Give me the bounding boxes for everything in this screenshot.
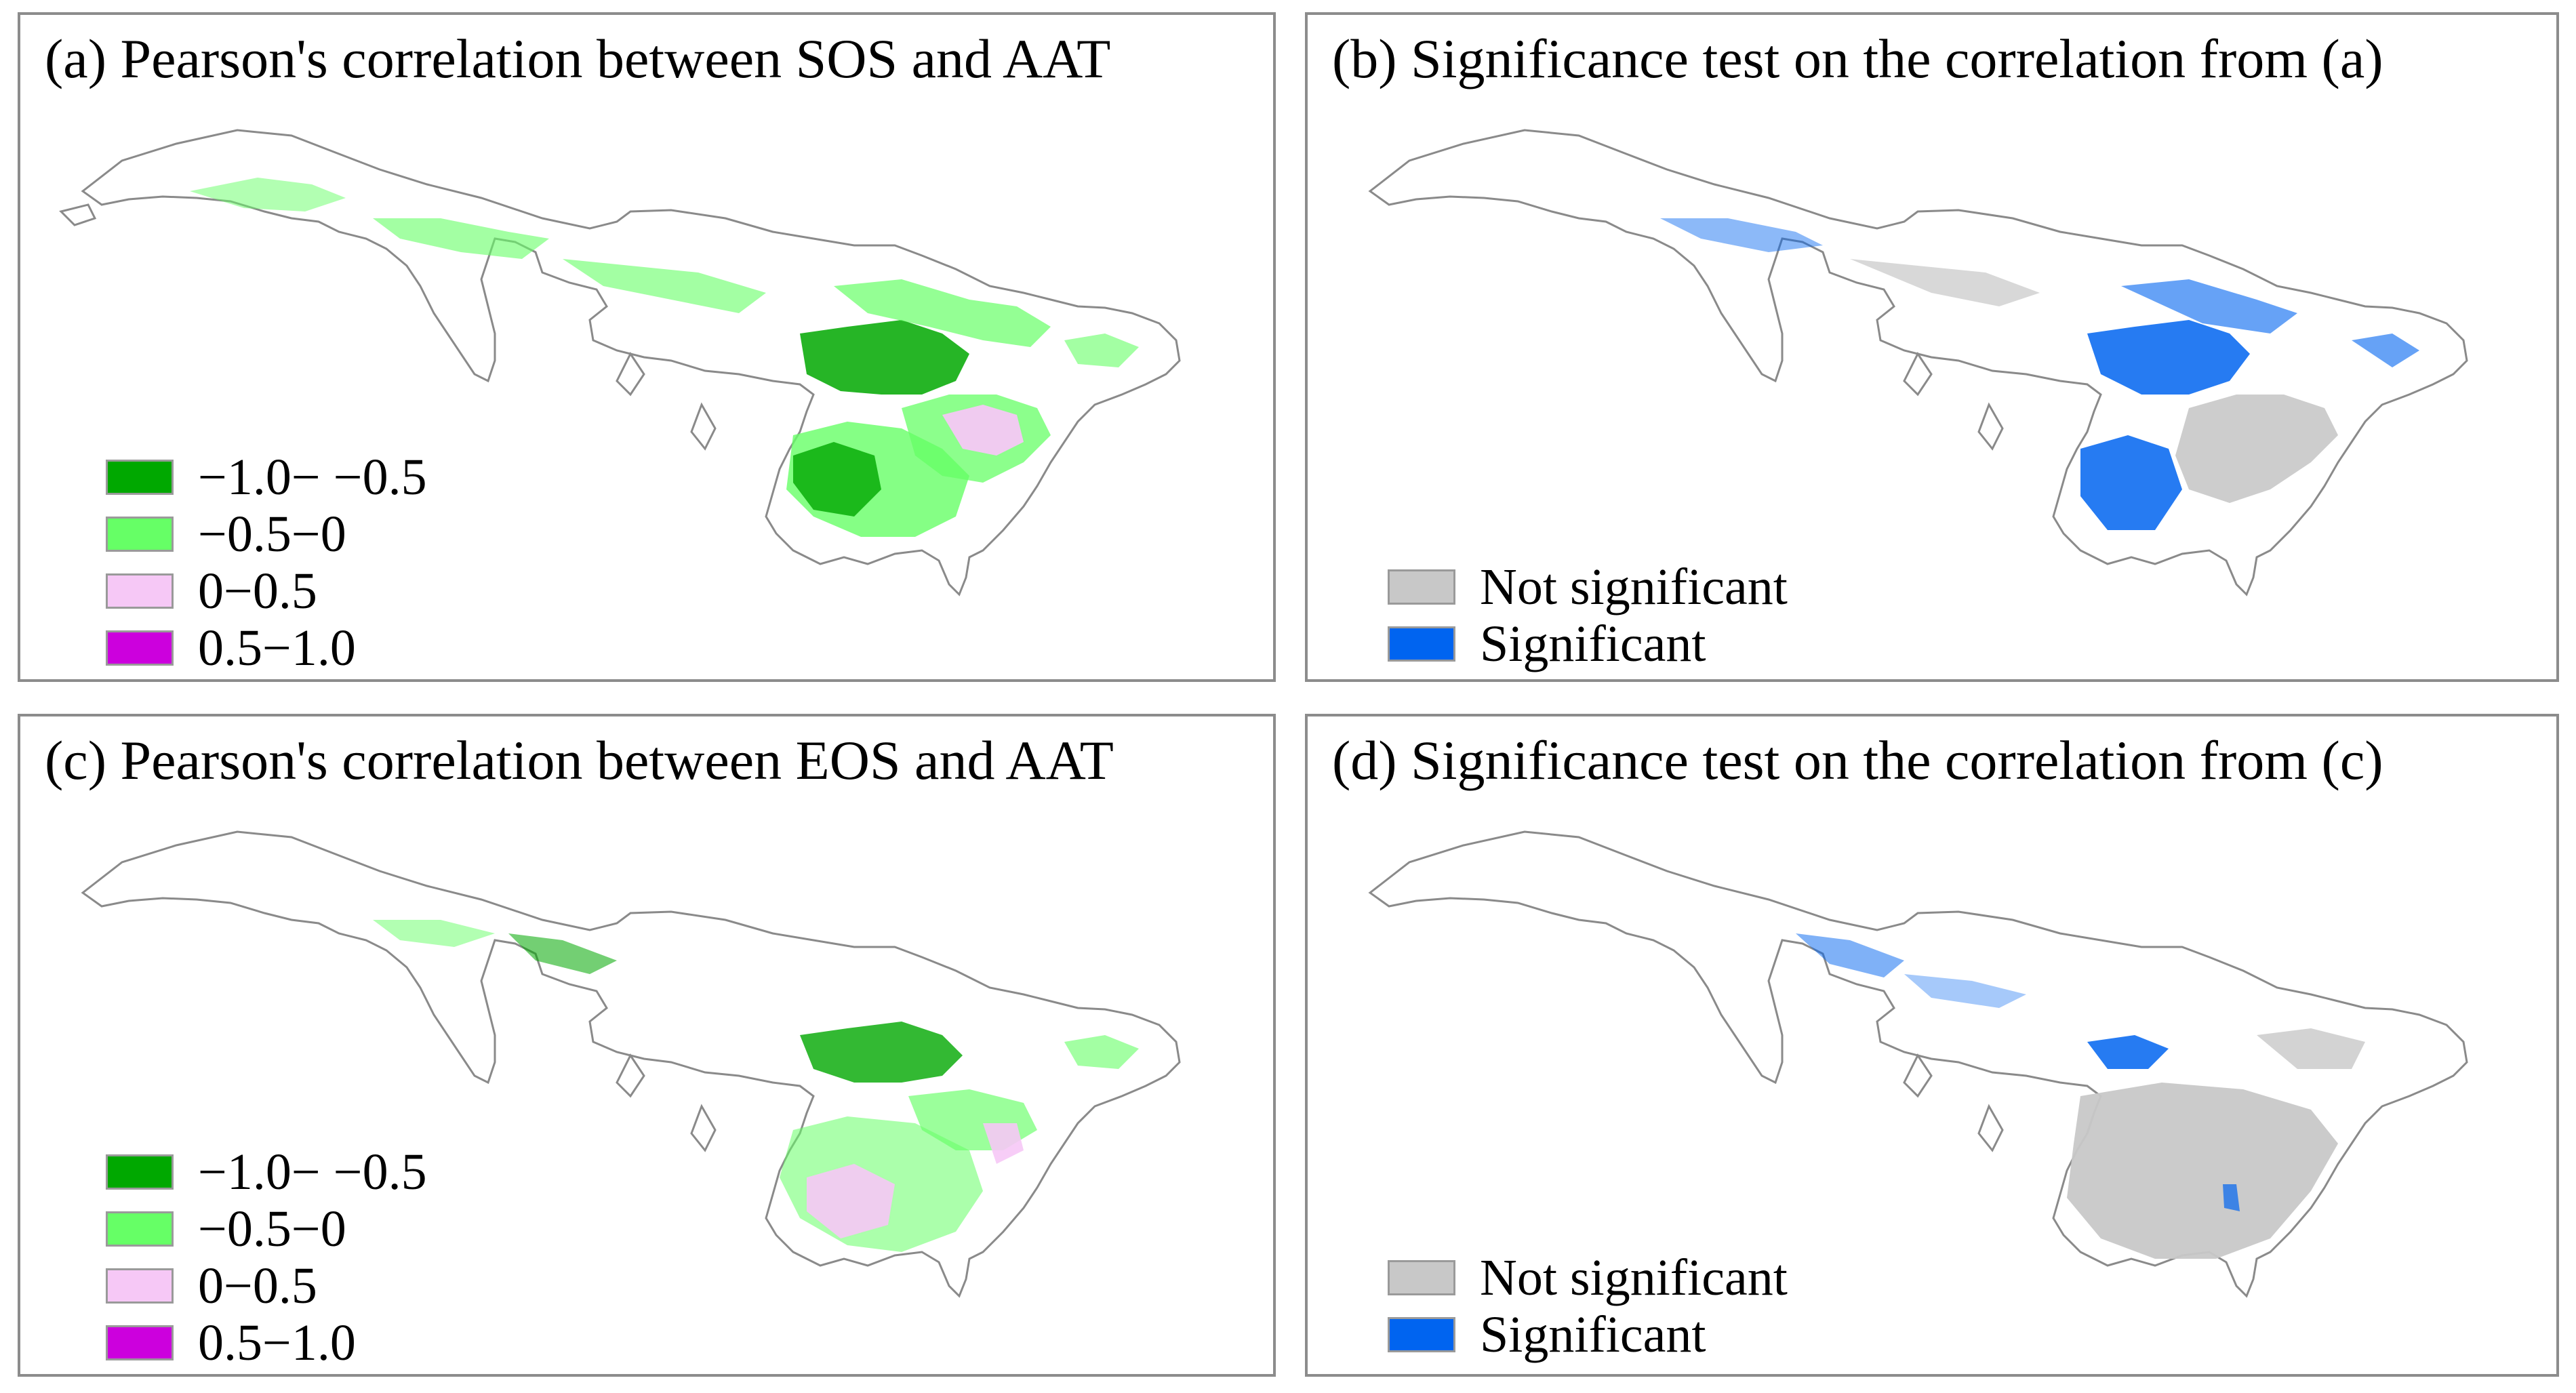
legend-label: −1.0− −0.5 xyxy=(198,449,427,506)
legend-swatch xyxy=(106,573,174,609)
legend-label: 0.5−1.0 xyxy=(198,620,356,677)
panel-b-sos-significance: (b) Significance test on the correlation… xyxy=(1305,12,2559,682)
map-sos-correlation xyxy=(59,129,1181,597)
legend-swatch xyxy=(106,1154,174,1190)
panel-title: (c) Pearson's correlation between EOS an… xyxy=(45,729,1114,791)
map-eos-significance xyxy=(1368,830,2468,1298)
legend-label: −0.5−0 xyxy=(198,1200,346,1257)
north-america-outline xyxy=(1368,129,2468,597)
legend-label: Not significant xyxy=(1480,1249,1788,1306)
legend-swatch xyxy=(1388,569,1455,605)
north-america-outline xyxy=(81,830,1181,1298)
legend-label: Not significant xyxy=(1480,559,1788,615)
legend-swatch xyxy=(106,517,174,552)
panel-d-eos-significance: (d) Significance test on the correlation… xyxy=(1305,714,2559,1377)
legend-swatch xyxy=(106,460,174,495)
panel-a-sos-correlation: (a) Pearson's correlation between SOS an… xyxy=(18,12,1276,682)
legend-swatch xyxy=(106,1268,174,1304)
legend-swatch xyxy=(1388,1260,1455,1295)
correlation-fill xyxy=(190,178,1139,537)
panel-title: (b) Significance test on the correlation… xyxy=(1332,28,2383,89)
correlation-fill xyxy=(373,920,1139,1252)
legend-swatch xyxy=(106,1325,174,1360)
panel-title: (a) Pearson's correlation between SOS an… xyxy=(45,28,1111,89)
legend-swatch xyxy=(1388,1317,1455,1352)
map-eos-correlation xyxy=(81,830,1181,1298)
north-america-outline xyxy=(59,129,1181,597)
north-america-outline xyxy=(1368,830,2468,1298)
legend-label: −1.0− −0.5 xyxy=(198,1144,427,1200)
significance-fill xyxy=(1660,218,2419,530)
legend-label: Significant xyxy=(1480,615,1706,672)
legend-swatch xyxy=(1388,626,1455,662)
legend-label: 0−0.5 xyxy=(198,1257,317,1314)
legend-label: 0−0.5 xyxy=(198,563,317,620)
legend-label: 0.5−1.0 xyxy=(198,1314,356,1371)
panel-c-eos-correlation: (c) Pearson's correlation between EOS an… xyxy=(18,714,1276,1377)
panel-title: (d) Significance test on the correlation… xyxy=(1332,729,2383,791)
legend-label: Significant xyxy=(1480,1306,1706,1363)
legend-swatch xyxy=(106,1211,174,1247)
legend-swatch xyxy=(106,630,174,666)
significance-fill xyxy=(1796,933,2365,1259)
map-sos-significance xyxy=(1368,129,2468,597)
legend-label: −0.5−0 xyxy=(198,506,346,563)
